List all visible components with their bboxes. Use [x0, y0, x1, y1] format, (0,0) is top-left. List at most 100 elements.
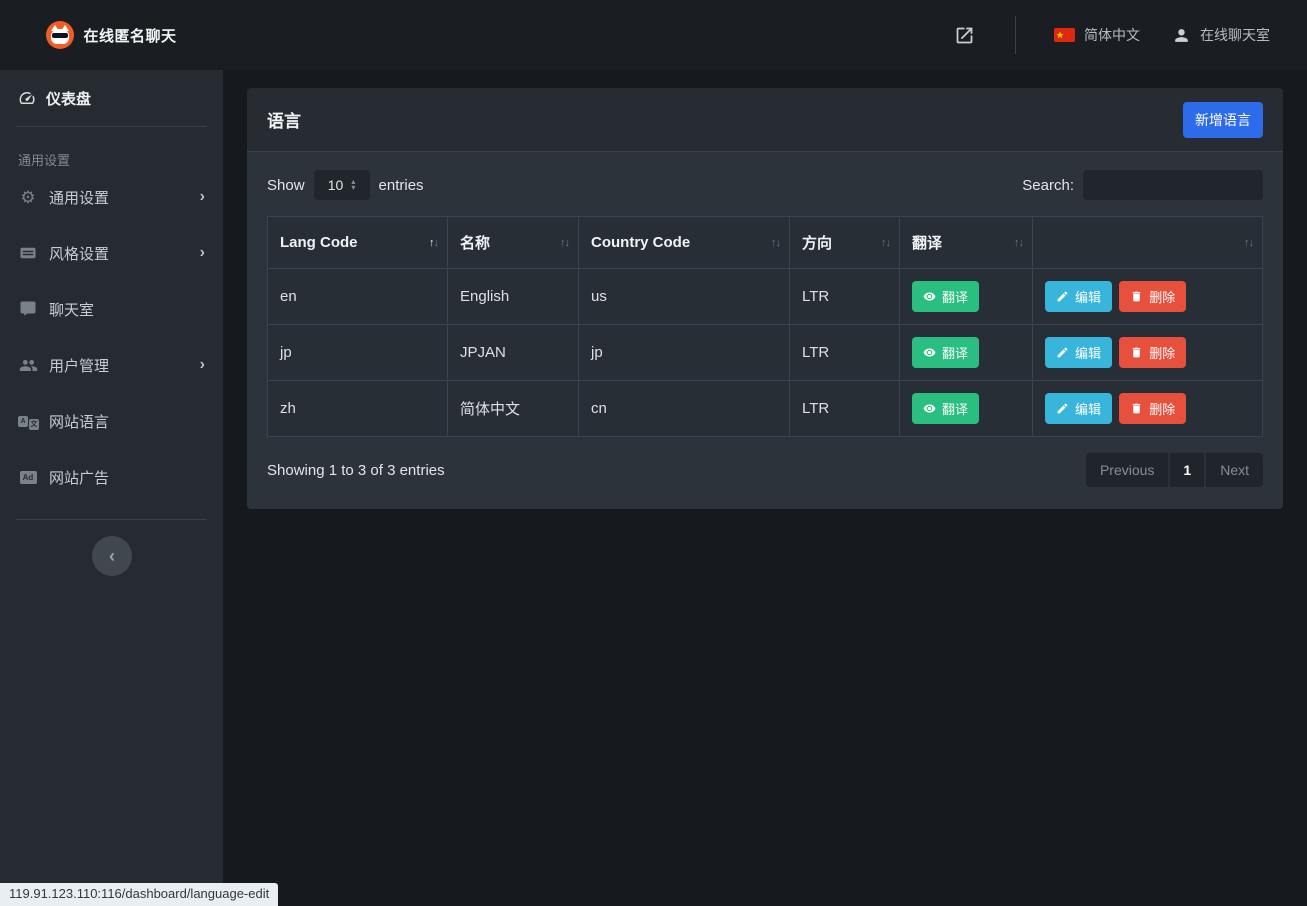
- table-header-row: Lang Code 名称 Country Code 方向 翻译: [267, 216, 1263, 269]
- chevron-right-icon: [200, 244, 205, 262]
- search-control: Search:: [1022, 170, 1263, 200]
- navbar-language-menu[interactable]: 简体中文: [1054, 25, 1140, 45]
- page-number-button[interactable]: 1: [1170, 453, 1207, 487]
- edit-pencil-icon: [1057, 291, 1068, 302]
- navbar-user-menu[interactable]: 在线聊天室: [1172, 25, 1270, 45]
- cell-name: English: [447, 268, 579, 325]
- cell-name: 简体中文: [447, 380, 579, 437]
- table-row: zh 简体中文 cn LTR 翻译: [267, 380, 1263, 437]
- sidebar-collapse-button[interactable]: ‹: [92, 536, 132, 576]
- trash-icon: [1132, 403, 1141, 414]
- add-language-button[interactable]: 新增语言: [1183, 101, 1263, 138]
- table-info: Showing 1 to 3 of 3 entries: [267, 461, 445, 479]
- table-controls: Show 10 ▴ ▾ entries Search:: [267, 170, 1263, 200]
- chevron-right-icon: [200, 188, 205, 206]
- column-header-country-code[interactable]: Country Code: [578, 216, 790, 269]
- sort-icon: [881, 237, 890, 249]
- sidebar-item-chat-room[interactable]: 聊天室: [0, 281, 223, 337]
- cell-direction: LTR: [789, 268, 900, 325]
- search-label: Search:: [1022, 176, 1074, 194]
- sidebar-item-site-ads[interactable]: Ad 网站广告: [0, 449, 223, 505]
- sidebar-section-label: 通用设置: [18, 153, 71, 168]
- edit-button[interactable]: 编辑: [1045, 393, 1113, 424]
- users-icon: [18, 356, 38, 375]
- sidebar-item-label: 网站语言: [49, 413, 110, 431]
- sidebar-divider: [16, 519, 207, 520]
- search-input[interactable]: [1083, 170, 1263, 200]
- sidebar-item-user-management[interactable]: 用户管理: [0, 337, 223, 393]
- cell-name: JPJAN: [447, 324, 579, 381]
- cell-lang-code: jp: [267, 324, 448, 381]
- sidebar-item-style-settings[interactable]: 风格设置: [0, 225, 223, 281]
- navbar-right: 简体中文 在线聊天室: [954, 16, 1307, 54]
- table-footer: Showing 1 to 3 of 3 entries Previous 1 N…: [267, 453, 1263, 487]
- cell-lang-code: zh: [267, 380, 448, 437]
- table-row: jp JPJAN jp LTR 翻译: [267, 324, 1263, 381]
- pagination: Previous 1 Next: [1085, 453, 1263, 487]
- cell-country-code: us: [578, 268, 790, 325]
- column-header-actions[interactable]: [1032, 216, 1263, 269]
- gear-icon: ⚙: [20, 187, 36, 207]
- delete-button[interactable]: 删除: [1119, 393, 1187, 424]
- translate-button[interactable]: 翻译: [912, 337, 980, 368]
- app-logo-cat-icon: [46, 21, 75, 49]
- translate-button[interactable]: 翻译: [912, 281, 980, 312]
- column-header-translate[interactable]: 翻译: [899, 216, 1033, 269]
- sidebar-item-label: 风格设置: [49, 245, 110, 263]
- edit-button[interactable]: 编辑: [1045, 337, 1113, 368]
- page-length-control: Show 10 ▴ ▾ entries: [267, 170, 424, 200]
- dashboard-gauge-icon: [18, 89, 36, 107]
- navbar-language-label: 简体中文: [1084, 27, 1140, 43]
- previous-page-button[interactable]: Previous: [1085, 453, 1171, 487]
- sidebar-divider: [16, 126, 207, 127]
- style-card-icon: [18, 244, 38, 262]
- column-header-direction[interactable]: 方向: [789, 216, 900, 269]
- column-header-name[interactable]: 名称: [447, 216, 579, 269]
- entries-label: entries: [378, 176, 424, 194]
- brand[interactable]: 在线匿名聊天: [0, 0, 223, 70]
- link-status-tooltip: 119.91.123.110:116/dashboard/language-ed…: [0, 883, 279, 906]
- card-header: 语言 新增语言: [247, 88, 1283, 152]
- sort-icon: [1014, 237, 1023, 249]
- sidebar-item-label: 通用设置: [49, 189, 110, 207]
- sort-icon: [1244, 237, 1253, 249]
- user-icon: [1172, 26, 1191, 45]
- cell-country-code: cn: [578, 380, 790, 437]
- page-size-value: 10: [327, 177, 344, 193]
- page-title: 语言: [267, 112, 301, 131]
- edit-button[interactable]: 编辑: [1045, 281, 1113, 312]
- external-link-icon[interactable]: [954, 25, 975, 46]
- column-header-lang-code[interactable]: Lang Code: [267, 216, 448, 269]
- cell-direction: LTR: [789, 380, 900, 437]
- sidebar-dashboard-label: 仪表盘: [46, 90, 92, 108]
- sort-icon: [560, 237, 569, 249]
- table-row: en English us LTR 翻译: [267, 268, 1263, 325]
- app-title: 在线匿名聊天: [83, 27, 177, 45]
- chevron-right-icon: [200, 356, 205, 374]
- sidebar-item-label: 聊天室: [49, 301, 95, 319]
- cell-direction: LTR: [789, 324, 900, 381]
- translate-button[interactable]: 翻译: [912, 393, 980, 424]
- china-flag-icon: [1054, 28, 1075, 42]
- delete-button[interactable]: 删除: [1119, 281, 1187, 312]
- cell-country-code: jp: [578, 324, 790, 381]
- eye-icon: [923, 292, 936, 301]
- trash-icon: [1132, 347, 1141, 358]
- next-page-button[interactable]: Next: [1206, 453, 1263, 487]
- card-body: Show 10 ▴ ▾ entries Search:: [247, 152, 1283, 509]
- chat-bubble-icon: [18, 300, 38, 318]
- cell-lang-code: en: [267, 268, 448, 325]
- languages-table: Lang Code 名称 Country Code 方向 翻译 en Engli…: [267, 216, 1263, 437]
- sidebar-item-general-settings[interactable]: ⚙ 通用设置: [0, 169, 223, 225]
- sidebar-item-dashboard[interactable]: 仪表盘: [0, 84, 223, 112]
- page-size-select[interactable]: 10 ▴ ▾: [313, 170, 370, 200]
- navbar-divider: [1015, 16, 1016, 54]
- edit-pencil-icon: [1057, 403, 1068, 414]
- ad-icon: Ad: [18, 470, 38, 484]
- trash-icon: [1132, 291, 1141, 302]
- navbar-user-label: 在线聊天室: [1200, 27, 1270, 43]
- sidebar-item-label: 用户管理: [49, 357, 110, 375]
- delete-button[interactable]: 删除: [1119, 337, 1187, 368]
